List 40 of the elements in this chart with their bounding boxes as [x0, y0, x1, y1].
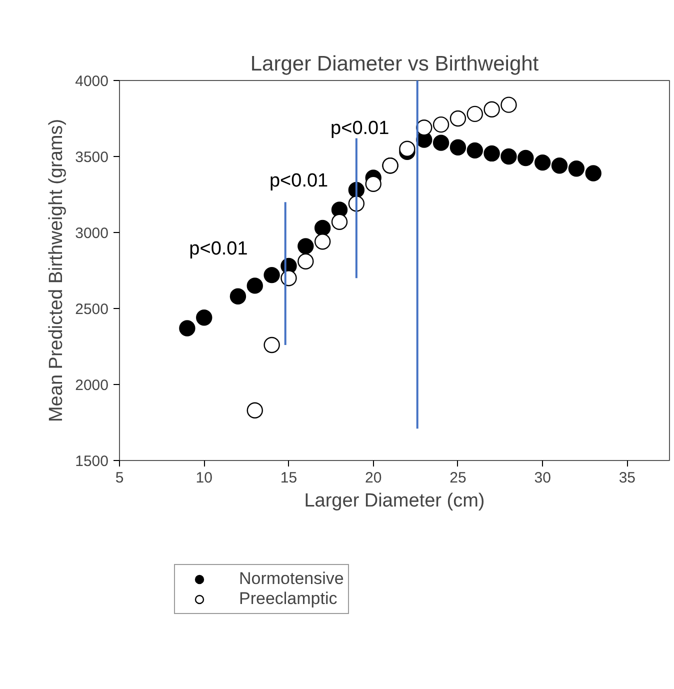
y-tick-label: 3500 — [75, 149, 109, 166]
annotation: p<0.01 — [269, 170, 328, 192]
x-tick-label: 20 — [365, 470, 382, 486]
x-tick-label: 10 — [196, 470, 212, 486]
y-tick-label: 3000 — [75, 225, 109, 242]
point — [500, 148, 517, 165]
point — [246, 278, 263, 294]
x-tick-label: 5 — [115, 470, 124, 486]
x-axis-title: Larger Diameter (cm) — [304, 490, 485, 512]
point — [484, 145, 500, 162]
y-tick-label: 2000 — [75, 377, 109, 394]
y-tick-label: 4000 — [75, 73, 109, 90]
x-tick-label: 30 — [534, 470, 551, 486]
point — [179, 320, 196, 336]
x-tick-label: 35 — [618, 470, 636, 486]
point — [230, 288, 246, 304]
annotation: p<0.01 — [189, 238, 248, 260]
point — [585, 165, 602, 182]
y-axis-title: Mean Predicted Birthweight (grams) — [46, 118, 68, 422]
annotation: p<0.01 — [330, 118, 390, 139]
point — [466, 142, 483, 159]
point — [314, 220, 331, 236]
point — [568, 160, 585, 177]
point — [264, 266, 280, 284]
x-tick-label: 15 — [280, 470, 298, 486]
point — [551, 158, 568, 174]
chart-title: Larger Diameter vs Birthweight — [250, 52, 539, 76]
point — [450, 139, 466, 156]
x-tick-label: 25 — [450, 470, 466, 486]
point — [399, 140, 416, 157]
point — [534, 154, 551, 171]
y-tick-label: 2500 — [75, 301, 109, 318]
point — [196, 310, 212, 326]
point — [298, 238, 314, 254]
legend-label: Preeclamptic — [239, 589, 338, 609]
point — [432, 134, 450, 151]
y-tick-label: 1500 — [75, 453, 109, 470]
point — [518, 150, 534, 166]
point — [365, 176, 382, 192]
legend-label: Normotensive — [239, 569, 344, 589]
